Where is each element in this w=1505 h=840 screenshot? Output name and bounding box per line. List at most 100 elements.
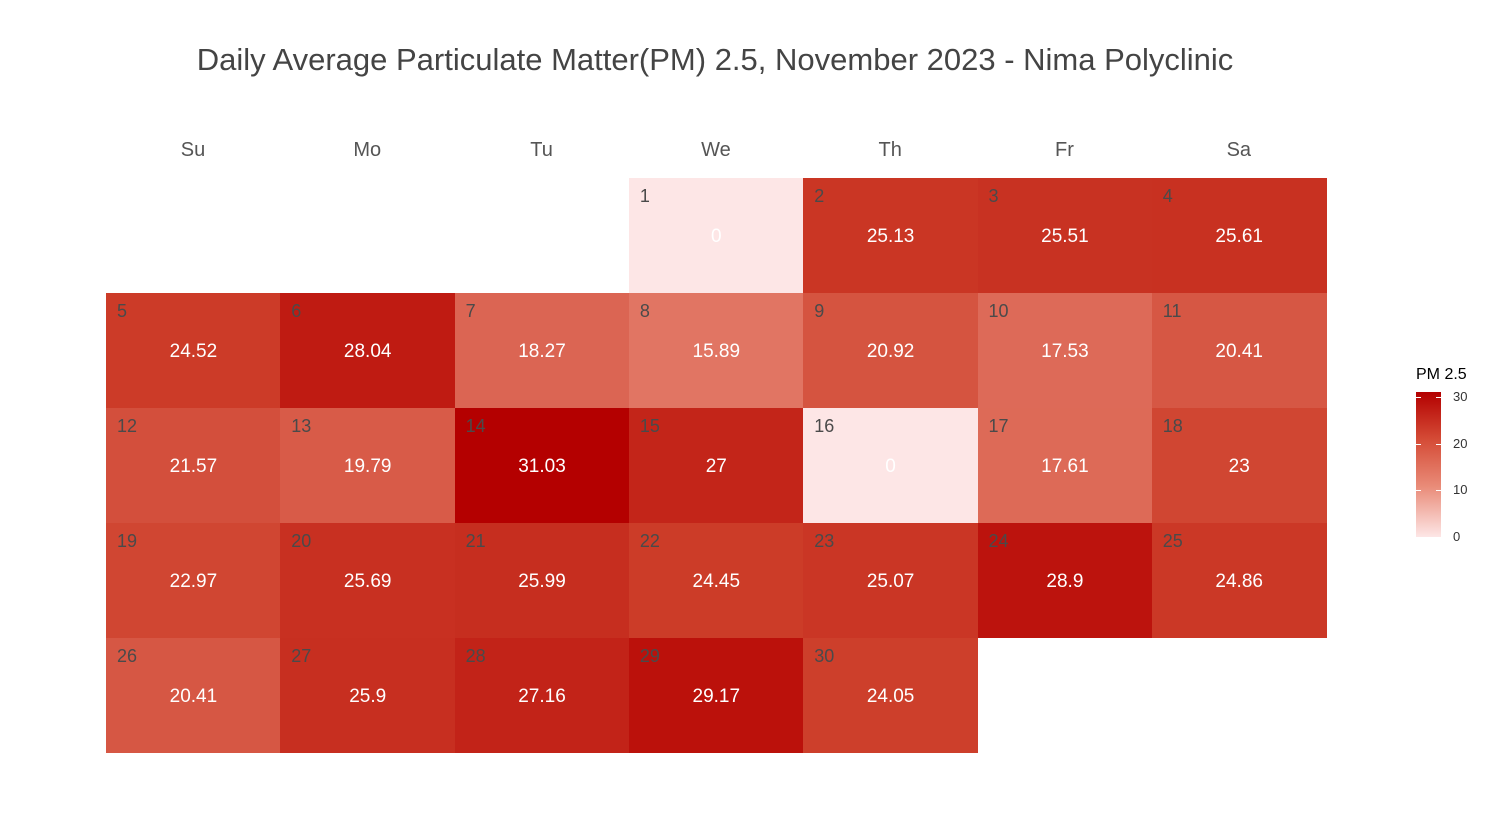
legend-title: PM 2.5: [1416, 366, 1467, 383]
day-number: 7: [465, 301, 476, 321]
pm-value-label: 0: [711, 226, 722, 247]
day-number: 14: [465, 416, 486, 436]
day-cell-18: 18 23: [1151, 408, 1327, 523]
day-number: 6: [291, 301, 302, 321]
day-cell-13: 13 19.79: [280, 408, 456, 523]
pm-value-label: 18.27: [518, 341, 566, 362]
day-number: 5: [117, 301, 128, 321]
pm-value-label: 24.86: [1215, 571, 1263, 592]
day-cell-11: 11 20.41: [1151, 293, 1327, 408]
weekday-label-tu: Tu: [530, 139, 553, 161]
pm-value-label: 24.52: [169, 341, 218, 362]
day-number: 17: [988, 416, 1009, 436]
day-number: 13: [291, 416, 312, 436]
day-number: 11: [1162, 301, 1182, 321]
day-cell-6: 6 28.04: [280, 293, 456, 408]
day-number: 12: [117, 416, 138, 436]
legend-tick-mark: [1436, 537, 1441, 538]
day-cell-10: 10 17.53: [977, 293, 1153, 408]
day-cell-30: 30 24.05: [803, 638, 978, 753]
pm-value-label: 19.79: [343, 456, 392, 477]
pm-value-label: 21.57: [169, 456, 218, 477]
day-number: 20: [291, 531, 312, 551]
day-number: 16: [814, 416, 835, 436]
weekday-label-fr: Fr: [1055, 139, 1074, 161]
day-number: 23: [814, 531, 835, 551]
legend-tick-label: 30: [1453, 388, 1468, 404]
day-cell-24: 24 28.9: [977, 523, 1153, 638]
pm-value-label: 28.04: [343, 341, 392, 362]
day-number: 1: [639, 186, 650, 206]
legend-color-bar: [1416, 392, 1441, 537]
pm-value-label: 15.89: [692, 341, 741, 362]
day-cell-28: 28 27.16: [454, 638, 630, 753]
day-number: 4: [1162, 186, 1173, 206]
legend-tick-mark: [1416, 490, 1421, 492]
day-cell-4: 4 25.61: [1151, 178, 1327, 293]
day-cell-19: 19 22.97: [106, 523, 281, 638]
day-number: 22: [639, 531, 660, 551]
pm-value-label: 25.13: [866, 226, 915, 247]
day-cell-25: 25 24.86: [1151, 523, 1327, 638]
legend-tick-mark: [1416, 537, 1421, 538]
pm-value-label: 25.9: [349, 686, 387, 707]
legend-tick-label: 20: [1453, 435, 1468, 451]
pm-value-label: 23: [1228, 456, 1250, 477]
day-number: 8: [639, 301, 650, 321]
pm-value-label: 25.69: [343, 571, 392, 592]
day-cell-26: 26 20.41: [106, 638, 281, 753]
chart-title: Daily Average Particulate Matter(PM) 2.5…: [196, 42, 1234, 77]
day-number: 30: [814, 646, 835, 666]
legend-tick-mark: [1416, 396, 1421, 398]
legend-tick-mark: [1436, 490, 1441, 492]
day-number: 15: [639, 416, 660, 436]
legend-tick-mark: [1436, 443, 1441, 445]
legend-tick-mark: [1416, 443, 1421, 445]
day-number: 2: [814, 186, 825, 206]
day-cell-14: 14 31.03: [454, 408, 630, 523]
day-cell-15: 15 27: [628, 408, 804, 523]
day-cell-20: 20 25.69: [280, 523, 456, 638]
pm-value-label: 27: [705, 456, 727, 477]
pm-value-label: 17.53: [1041, 341, 1089, 362]
day-number: 21: [465, 531, 486, 551]
pm-value-label: 17.61: [1041, 456, 1089, 477]
pm-value-label: 25.51: [1041, 226, 1089, 247]
day-cell-7: 7 18.27: [454, 293, 630, 408]
day-cell-16: 16 0: [803, 408, 978, 523]
day-cell-27: 27 25.9: [280, 638, 456, 753]
day-cell-21: 21 25.99: [454, 523, 630, 638]
pm-value-label: 25.07: [866, 571, 915, 592]
weekday-label-we: We: [701, 139, 731, 161]
pm-value-label: 20.41: [1215, 341, 1263, 362]
weekday-label-su: Su: [180, 139, 206, 161]
pm-value-label: 25.61: [1215, 226, 1263, 247]
day-number: 25: [1162, 531, 1183, 551]
day-number: 19: [117, 531, 138, 551]
day-cell-5: 5 24.52: [106, 293, 281, 408]
day-cell-22: 22 24.45: [628, 523, 804, 638]
day-cell-2: 2 25.13: [803, 178, 978, 293]
pm-value-label: 27.16: [518, 686, 566, 707]
pm-value-label: 31.03: [518, 456, 566, 477]
day-number: 18: [1162, 416, 1183, 436]
day-number: 27: [291, 646, 312, 666]
pm-value-label: 28.9: [1046, 571, 1084, 592]
day-number: 29: [639, 646, 660, 666]
day-cell-12: 12 21.57: [106, 408, 281, 523]
day-cell-29: 29 29.17: [628, 638, 804, 753]
pm-value-label: 22.97: [169, 571, 218, 592]
pm-value-label: 20.41: [169, 686, 218, 707]
day-number: 10: [988, 301, 1009, 321]
pm-value-label: 29.17: [692, 686, 741, 707]
day-number: 24: [988, 531, 1009, 551]
pm-value-label: 20.92: [866, 341, 915, 362]
pm-value-label: 24.05: [866, 686, 915, 707]
day-cell-8: 8 15.89: [628, 293, 804, 408]
weekday-label-mo: Mo: [353, 139, 382, 161]
legend-tick-mark: [1436, 396, 1441, 398]
day-number: 28: [465, 646, 486, 666]
legend-tick-label: 0: [1453, 529, 1461, 544]
pm-value-label: 0: [885, 456, 896, 477]
